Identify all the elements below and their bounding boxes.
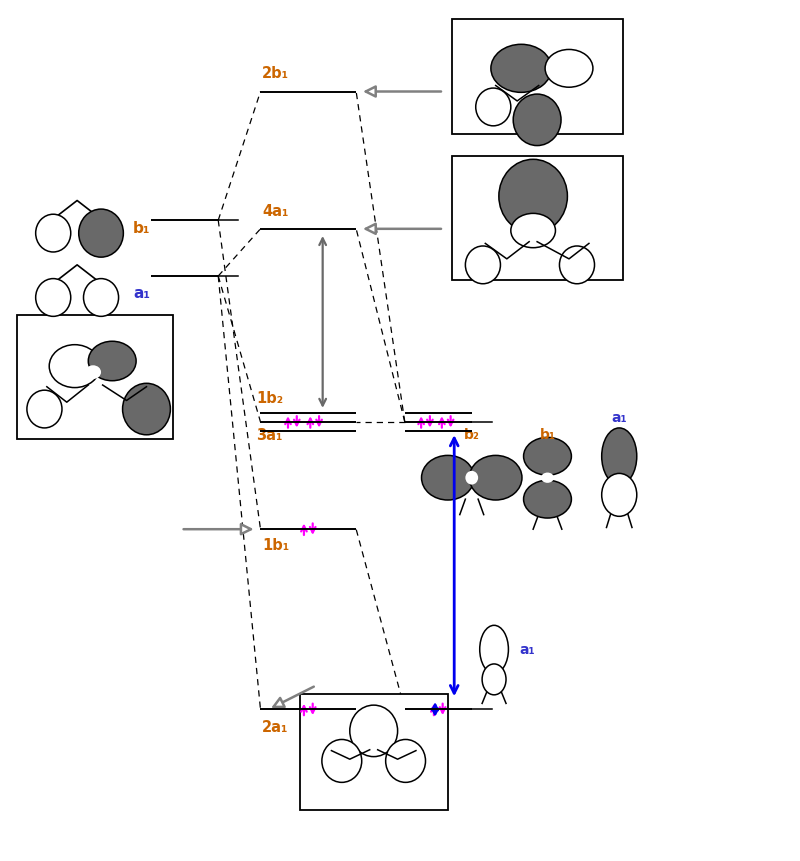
Ellipse shape (602, 474, 637, 517)
Ellipse shape (422, 455, 474, 500)
Bar (300, 694, 448, 810)
Text: a₁: a₁ (133, 286, 150, 300)
Ellipse shape (482, 664, 506, 695)
Text: b₁: b₁ (133, 221, 150, 236)
Text: 3a₁: 3a₁ (257, 429, 283, 443)
Bar (452, 19, 623, 134)
Text: a₁: a₁ (611, 411, 627, 425)
Ellipse shape (491, 44, 551, 92)
Ellipse shape (541, 473, 554, 483)
Text: 4a₁: 4a₁ (262, 203, 289, 219)
Circle shape (499, 159, 567, 233)
Text: 1b₂: 1b₂ (257, 392, 284, 406)
Text: a₁: a₁ (519, 642, 535, 657)
Text: b₂: b₂ (464, 428, 480, 442)
Ellipse shape (545, 49, 593, 87)
Text: 2a₁: 2a₁ (262, 720, 289, 735)
Circle shape (36, 214, 70, 252)
Text: 1b₁: 1b₁ (262, 538, 290, 554)
Text: b₁: b₁ (539, 428, 555, 442)
Ellipse shape (602, 428, 637, 485)
Ellipse shape (523, 480, 571, 518)
Ellipse shape (523, 437, 571, 475)
Ellipse shape (480, 625, 509, 673)
Ellipse shape (470, 455, 522, 500)
Circle shape (350, 705, 398, 757)
Circle shape (386, 740, 426, 783)
Circle shape (78, 209, 123, 257)
Bar (452, 156, 623, 281)
Ellipse shape (85, 365, 101, 379)
Circle shape (27, 390, 62, 428)
Circle shape (466, 246, 501, 284)
Ellipse shape (511, 214, 555, 248)
Circle shape (322, 740, 362, 783)
Bar (18, 314, 173, 439)
Ellipse shape (50, 344, 100, 387)
Circle shape (514, 94, 561, 146)
Circle shape (476, 88, 511, 126)
Ellipse shape (88, 341, 136, 381)
Circle shape (83, 279, 118, 316)
Circle shape (122, 383, 170, 435)
Circle shape (36, 279, 70, 316)
Circle shape (559, 246, 594, 284)
Ellipse shape (466, 471, 478, 485)
Text: 2b₁: 2b₁ (262, 66, 290, 81)
